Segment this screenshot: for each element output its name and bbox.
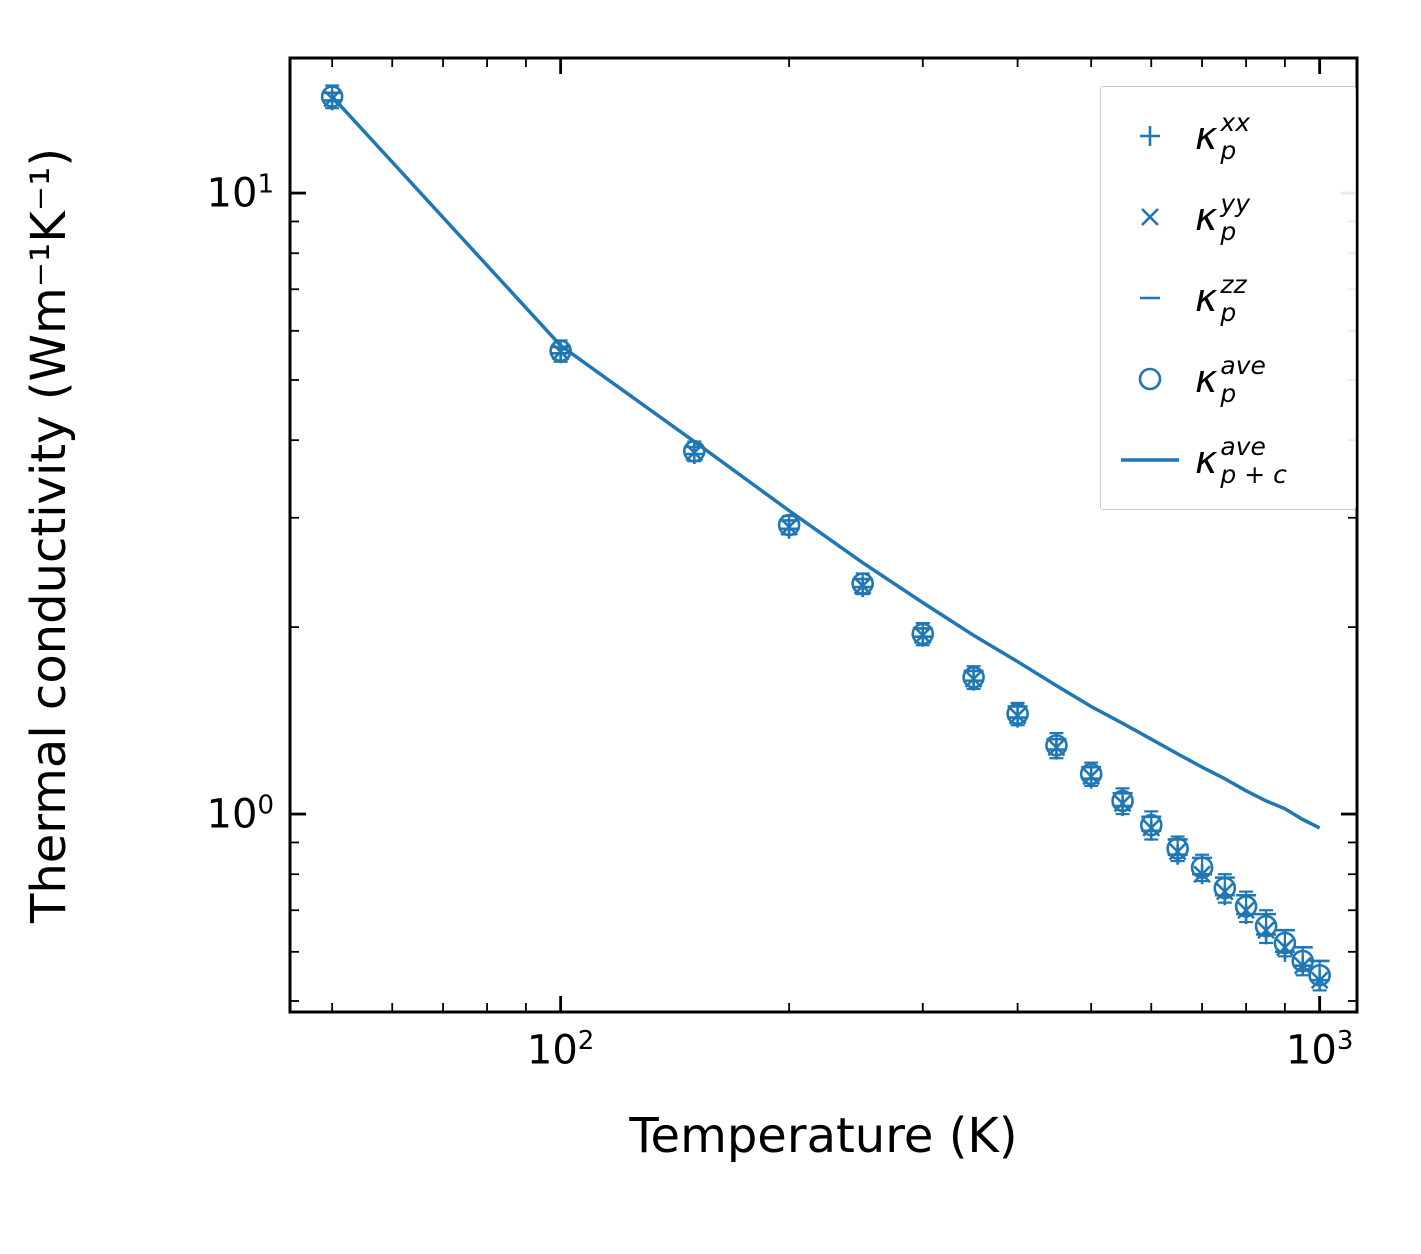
kappa_p_ave-circle-marker [1139,813,1163,837]
kappa_p_ave-circle-marker [1254,914,1278,938]
legend-item-kappa_p_xx: κ xx p [1117,97,1339,175]
kappa_p_ave-circle-marker [1273,931,1297,955]
legend-label: κ xx p [1195,107,1250,165]
kappa_p_ave-circle-marker [549,339,572,363]
line-marker-icon [1121,458,1179,463]
kappa_p_ave-circle-marker [1166,837,1189,860]
legend: κ xx p κ yy p κ zz p κ ave p κ ave p + c [1100,86,1356,510]
kappa_p_ave-circle-marker [962,666,985,689]
kappa_p_ave-circle-marker [1234,895,1258,918]
y-tick-label: 100 [206,790,274,838]
kappa_p_xx-plus-marker [1081,768,1102,789]
legend-item-kappa_p_yy: κ yy p [1117,178,1339,256]
kappa_p_ave-circle-marker [1190,856,1214,879]
kappa_p_ave-circle-marker [1045,734,1068,757]
kappa_p_yy-x-marker [1193,865,1211,884]
series-line-kappa_p_plus_c_ave [330,95,1321,830]
dash-marker-icon [1140,296,1160,300]
circle-marker-glyph [1138,367,1162,391]
kappa_p_yy-x-marker [1310,971,1329,990]
legend-item-kappa_p_ave: κ ave p [1117,340,1339,418]
y-axis-label: Thermal conductivity (Wm⁻¹K⁻¹) [21,147,77,923]
circle-marker-icon [1138,367,1162,391]
legend-item-kappa_p_plus_c_ave: κ ave p + c [1117,421,1339,499]
kappa_p_ave-circle-marker [1079,762,1103,786]
kappa_p_ave-circle-marker [1111,789,1134,813]
legend-label: κ ave p + c [1195,432,1287,490]
cross-marker-icon [1141,207,1159,226]
kappa_p_ave-circle-marker [1308,963,1331,987]
kappa_p_ave-circle-marker [1291,949,1315,973]
kappa_p_ave-circle-marker [682,439,706,463]
kappa_p_ave-circle-marker [320,85,344,108]
legend-label: κ yy p [1195,188,1250,246]
legend-item-kappa_p_zz: κ zz p [1117,259,1339,337]
plot-frame [288,56,1359,1014]
kappa_p_yy-x-marker [913,626,932,645]
kappa_p_ave-circle-marker [777,513,801,537]
kappa_p_ave-circle-marker [851,572,874,595]
x-tick-label: 103 [1285,1026,1354,1074]
kappa_p_yy-x-marker [1293,956,1312,975]
kappa_p_ave-circle-marker [911,622,935,646]
plus-marker-icon [1140,125,1160,146]
legend-label: κ zz p [1195,269,1247,327]
legend-label: κ ave p [1195,351,1266,409]
x-axis-label: Temperature (K) [629,1108,1018,1164]
kappa_p_ave-circle-marker [1006,702,1029,726]
kappa_p_xx-plus-marker [1112,796,1133,817]
y-tick-label: 101 [206,169,274,217]
plus-marker-glyph [1140,125,1160,146]
x-tick-label: 102 [526,1026,595,1074]
kappa_p_ave-circle-marker [1213,876,1237,900]
cross-marker-glyph [1141,207,1159,226]
